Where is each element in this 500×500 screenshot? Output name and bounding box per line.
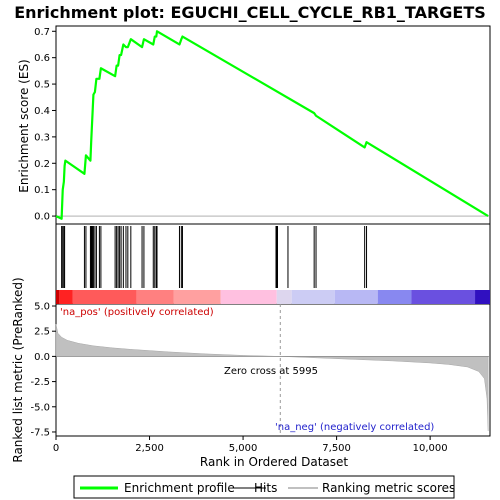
x-tick-label-4: 10,000 xyxy=(413,443,448,454)
hit-lines xyxy=(61,226,368,288)
es-tick-label-6: 0.6 xyxy=(34,53,50,64)
es-tick-label-0: 0.0 xyxy=(34,212,50,223)
legend-box xyxy=(73,475,455,499)
metric-y-axis-label: Ranked list metric (PreRanked) xyxy=(11,277,25,462)
na-pos-annotation: 'na_pos' (positively correlated) xyxy=(60,307,214,318)
x-tick-label-3: 7,500 xyxy=(322,443,351,454)
es-tick-label-1: 0.1 xyxy=(34,185,50,196)
metric-tick-label-5: -7.5 xyxy=(30,427,50,438)
heat-segment-9 xyxy=(377,290,412,304)
metric-tick-label-3: -2.5 xyxy=(30,377,50,388)
heat-segment-2 xyxy=(72,290,137,304)
es-tick-label-3: 0.3 xyxy=(34,132,50,143)
heat-segment-8 xyxy=(334,290,378,304)
na-neg-annotation: 'na_neg' (negatively correlated) xyxy=(275,422,434,433)
chart-title: Enrichment plot: EGUCHI_CELL_CYCLE_RB1_T… xyxy=(14,3,486,22)
heat-segment-7 xyxy=(291,290,335,304)
legend-enrichment-label: Enrichment profile xyxy=(124,481,235,495)
es-y-axis-label: Enrichment score (ES) xyxy=(17,59,31,192)
x-tick-label-0: 0 xyxy=(53,443,59,454)
es-tick-label-5: 0.5 xyxy=(34,80,50,91)
es-tick-label-7: 0.7 xyxy=(34,27,50,38)
axis-ticks: 0.0 0.1 0.2 0.3 0.4 0.5 0.6 0.7 5.0 2.5 0.0 -2.5 -5.… xyxy=(30,27,447,454)
x-axis-label: Rank in Ordered Dataset xyxy=(200,455,348,469)
x-tick-label-2: 5,000 xyxy=(229,443,258,454)
legend-hits-label: Hits xyxy=(254,481,277,495)
legend-metric-label: Ranking metric scores xyxy=(322,481,455,495)
legend: Enrichment profile Hits Ranking metric s… xyxy=(73,475,455,499)
enrichment-profile xyxy=(55,30,490,220)
heat-segment-5 xyxy=(220,290,277,304)
enrichment-profile-line xyxy=(55,30,489,220)
ranked-metric-area xyxy=(55,304,490,436)
metric-tick-label-0: 5.0 xyxy=(34,302,50,313)
heat-segment-6 xyxy=(276,290,292,304)
heat-segment-0 xyxy=(56,290,60,304)
es-panel-frame xyxy=(55,25,491,225)
metric-tick-label-2: 0.0 xyxy=(34,352,50,363)
es-tick-label-2: 0.2 xyxy=(34,159,50,170)
metric-tick-label-4: -5.0 xyxy=(30,402,50,413)
heat-segment-4 xyxy=(173,290,221,304)
heat-bar xyxy=(56,290,490,304)
heat-segment-10 xyxy=(411,290,476,304)
x-tick-label-1: 2,500 xyxy=(135,443,164,454)
heat-segment-11 xyxy=(475,290,490,304)
zero-cross-annotation: Zero cross at 5995 xyxy=(224,366,318,377)
metric-tick-label-1: 2.5 xyxy=(34,327,50,338)
heat-segment-1 xyxy=(59,290,73,304)
es-tick-label-4: 0.4 xyxy=(34,106,50,117)
heat-segment-3 xyxy=(136,290,174,304)
